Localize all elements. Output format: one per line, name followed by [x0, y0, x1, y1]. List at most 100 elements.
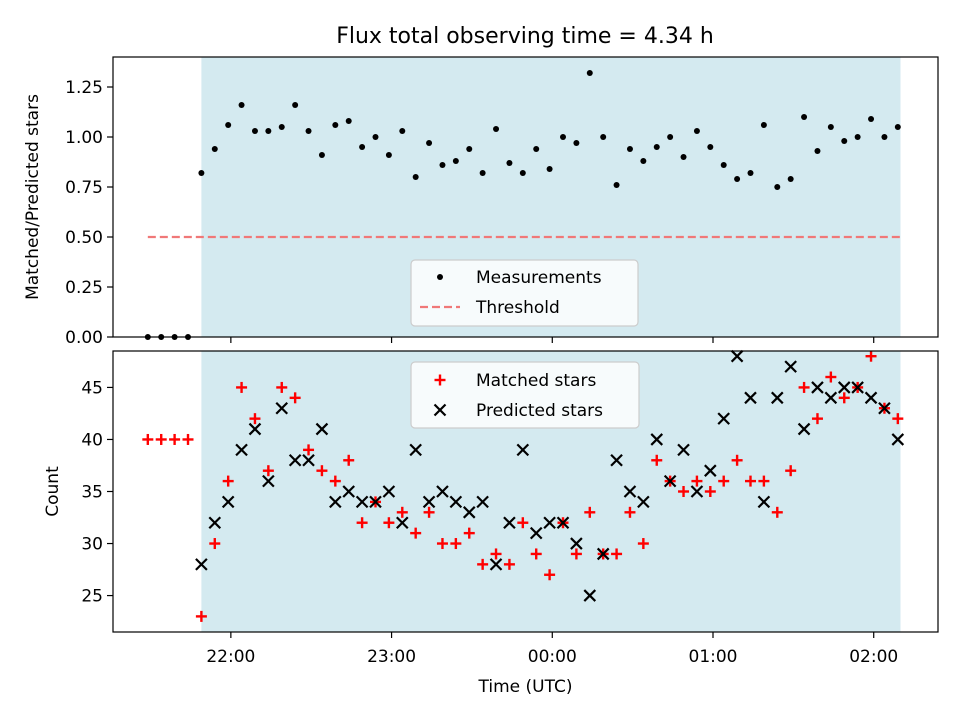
x-tick-label: 22:00: [206, 647, 255, 667]
bottom-panel: 25 30 35 40 45 22:00 23:00 00:00 01:00 02:00 Cou…: [43, 349, 939, 697]
measurement-point: [573, 140, 580, 146]
predicted-stars-point: [637, 495, 650, 509]
matched-stars-point: [155, 433, 167, 445]
legend-predicted-label: Predicted stars: [476, 401, 603, 421]
measurement-point: [278, 124, 285, 130]
predicted-stars-point: [476, 495, 489, 509]
matched-stars-point: [396, 506, 408, 518]
matched-stars-point: [517, 517, 529, 529]
predicted-stars-point: [248, 422, 262, 436]
predicted-stars-point: [570, 537, 583, 550]
matched-stars-point: [343, 454, 355, 466]
bottom-y-axis-label: Count: [43, 466, 63, 517]
predicted-stars-point: [396, 516, 409, 530]
matched-stars-point: [678, 486, 690, 497]
matched-stars-point: [530, 548, 542, 560]
matched-stars-point: [584, 506, 596, 518]
measurement-point: [493, 126, 500, 132]
measurement-point: [827, 124, 834, 130]
predicted-stars-point: [864, 391, 878, 405]
measurement-point: [452, 158, 459, 164]
predicted-stars-point: [583, 589, 597, 602]
top-y-axis-label: Matched/Predicted stars: [23, 94, 43, 300]
matched-stars-point: [798, 381, 810, 393]
measurement-point: [426, 140, 433, 146]
matched-stars-point: [490, 548, 502, 560]
matched-stars-point: [182, 433, 194, 445]
chart-title: Flux total observing time = 4.34 h: [336, 24, 714, 49]
x-tick-label: 00:00: [528, 647, 577, 667]
predicted-stars-point: [851, 381, 864, 394]
matched-stars-point: [691, 475, 703, 487]
matched-stars-point: [503, 558, 515, 570]
x-axis-label: Time (UTC): [478, 677, 573, 697]
measurement-point: [854, 134, 861, 140]
predicted-stars-point: [208, 516, 222, 530]
predicted-stars-point: [355, 495, 369, 509]
matched-stars-point: [704, 486, 716, 497]
matched-stars-point: [276, 381, 288, 393]
predicted-stars-point: [449, 495, 463, 509]
measurement-point: [251, 128, 258, 134]
matched-stars-point: [811, 413, 823, 425]
legend-predicted-marker: [433, 403, 447, 417]
measurement-point: [667, 134, 674, 140]
legend-matched-label: Matched stars: [476, 371, 596, 391]
bottom-legend: Matched stars Predicted stars: [410, 361, 640, 429]
measurement-point: [332, 122, 339, 128]
measurement-point: [211, 146, 218, 152]
top-panel: 0.00 0.25 0.50 0.75 1.00 1.25 Matched/Predict…: [23, 56, 939, 348]
measurement-point: [881, 134, 888, 140]
measurement-point: [774, 184, 781, 190]
predicted-stars-point: [744, 391, 757, 405]
top-y-tick-label: 0.25: [65, 278, 103, 298]
measurement-point: [640, 158, 647, 164]
predicted-stars-point: [302, 453, 315, 467]
measurement-point: [546, 166, 553, 172]
matched-stars-point: [651, 454, 663, 466]
measurement-point: [747, 170, 754, 176]
predicted-stars-point: [315, 422, 329, 436]
bottom-y-tick-label: 35: [81, 483, 103, 503]
legend-measurement-marker: [437, 274, 443, 280]
measurement-point: [305, 128, 312, 134]
measurement-point: [626, 146, 633, 152]
bottom-y-tick-label: 25: [81, 587, 103, 607]
bottom-y-tick-label: 30: [81, 535, 103, 555]
predicted-stars-point: [543, 516, 556, 530]
matched-stars-point: [865, 350, 877, 362]
measurement-point: [586, 70, 593, 76]
matched-stars-point: [169, 433, 181, 445]
measurement-point: [385, 152, 392, 158]
predicted-stars-point: [824, 391, 838, 405]
matched-stars-point: [758, 475, 770, 487]
predicted-stars-point: [596, 547, 610, 561]
top-y-tick-label: 0.50: [65, 228, 103, 248]
matched-stars-point: [436, 538, 448, 550]
measurement-point: [466, 146, 473, 152]
top-y-tick-label: 0.75: [65, 178, 103, 198]
measurement-point: [734, 176, 741, 182]
predicted-stars-point: [623, 485, 637, 498]
bottom-y-tick-label: 45: [81, 378, 103, 398]
matched-stars-point: [316, 465, 328, 477]
top-y-tick-label: 0.00: [65, 328, 103, 348]
measurement-point: [693, 128, 700, 134]
measurement-point: [359, 144, 366, 150]
predicted-stars-point: [878, 401, 891, 415]
predicted-stars-point: [663, 474, 677, 488]
matched-stars-point: [423, 506, 435, 518]
predicted-stars-point: [556, 516, 570, 530]
predicted-stars-point: [489, 558, 503, 571]
predicted-stars-point: [704, 464, 717, 477]
predicted-stars-point: [409, 443, 422, 457]
measurement-point: [787, 176, 794, 182]
matched-stars-point: [624, 506, 636, 518]
matched-stars-point: [838, 392, 850, 404]
matched-stars-point: [450, 538, 462, 550]
measurement-point: [345, 118, 352, 124]
measurement-point: [412, 174, 419, 180]
predicted-stars-point: [422, 495, 436, 509]
matched-stars-point: [209, 538, 221, 550]
